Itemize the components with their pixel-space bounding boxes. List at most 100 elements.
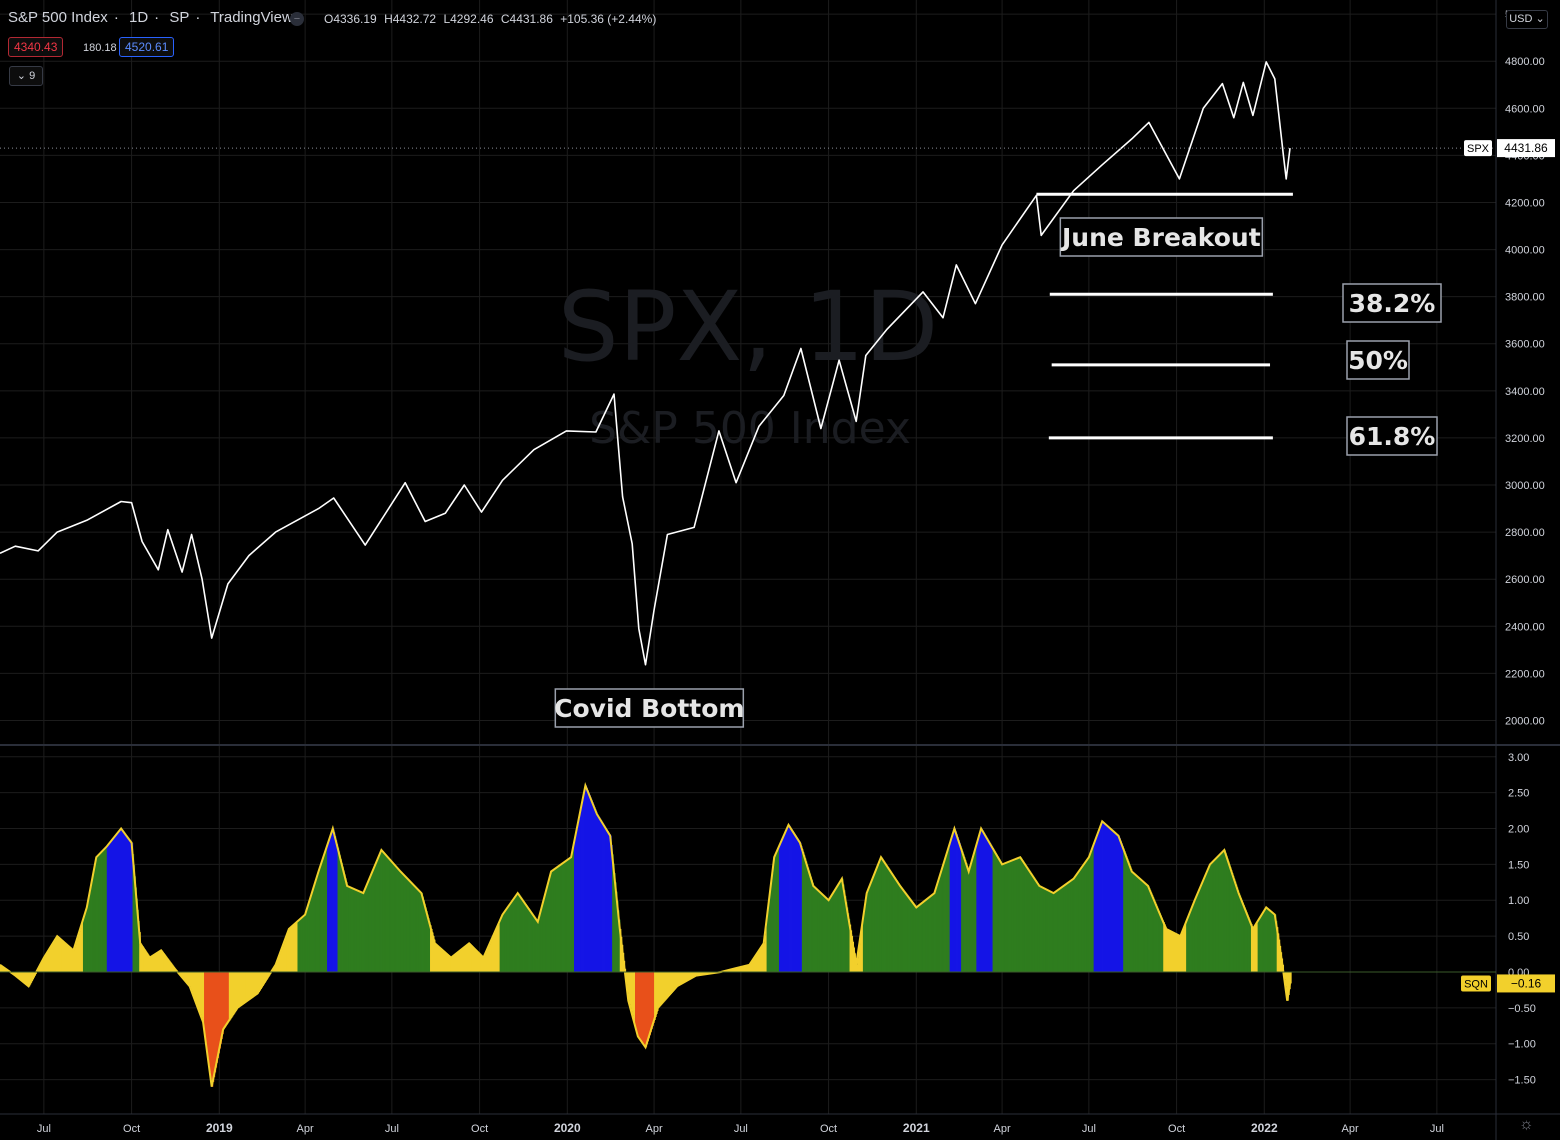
sqn-bar — [966, 865, 969, 972]
sqn-bar — [349, 887, 352, 972]
currency-selector[interactable]: USD ⌄ — [1506, 10, 1548, 29]
sqn-bar — [806, 864, 809, 972]
sqn-bar — [749, 964, 752, 972]
sqn-bar — [493, 933, 496, 972]
sqn-bar — [1137, 876, 1140, 972]
sqn-bar — [682, 971, 685, 984]
sqn-bar — [608, 832, 610, 972]
sqn-bar — [1169, 930, 1172, 972]
sqn-bar — [163, 954, 166, 972]
sqn-bar — [731, 969, 733, 972]
annotations[interactable]: Covid Bottom June Breakout 38.2% 50% 61.8% — [554, 217, 1442, 728]
sqn-bar — [697, 971, 700, 976]
sqn-tick-label: −1.50 — [1508, 1075, 1536, 1087]
sqn-bar — [939, 877, 941, 972]
sqn-bar — [1243, 905, 1245, 972]
sqn-bar — [1159, 913, 1162, 972]
sqn-bar — [1182, 931, 1184, 972]
sqn-bar — [635, 971, 638, 1030]
sqn-bar — [606, 829, 609, 972]
sqn-bar — [659, 971, 662, 1006]
minus-icon[interactable]: − — [290, 12, 304, 26]
sqn-bar — [1115, 833, 1118, 972]
sqn-bar — [104, 848, 107, 972]
sqn-bar — [771, 880, 773, 972]
sqn-bar — [221, 971, 223, 1039]
sqn-bar — [1195, 897, 1198, 972]
low-value: L4292.46 — [443, 12, 494, 26]
sqn-bar — [698, 971, 701, 976]
sqn-bar — [1105, 823, 1107, 972]
sqn-bar — [476, 950, 479, 972]
sqn-bar — [942, 868, 944, 972]
annotation-label: 50% — [1348, 346, 1408, 375]
sqn-bar — [69, 947, 72, 972]
sqn-bar — [851, 936, 854, 972]
sqn-bar — [1209, 866, 1211, 972]
sqn-bar — [399, 870, 402, 972]
time-tick-label: Jul — [734, 1123, 748, 1135]
sqn-bar — [1196, 895, 1199, 972]
sqn-bar — [591, 799, 593, 972]
gear-icon[interactable]: ☼ — [1519, 1116, 1534, 1133]
sqn-bar — [647, 971, 650, 1042]
sqn-bar — [382, 851, 384, 972]
sqn-bar — [690, 971, 692, 979]
sqn-bar — [298, 920, 301, 972]
sqn-bar — [388, 857, 390, 972]
sqn-bar — [1123, 848, 1125, 972]
interval[interactable]: 1D — [128, 9, 149, 26]
sqn-bar — [560, 864, 563, 972]
sell-button[interactable]: 4340.43 — [8, 37, 64, 57]
sqn-bar — [1150, 892, 1153, 972]
symbol-header[interactable]: S&P 500 Index · 1D · SP · TradingView — [8, 9, 293, 26]
sqn-bar — [1121, 843, 1123, 972]
symbol-name[interactable]: S&P 500 Index — [8, 9, 108, 26]
sqn-bar — [1216, 857, 1219, 972]
sqn-bar — [4, 968, 7, 972]
time-tick-label: Oct — [820, 1123, 837, 1135]
indicators-count: 9 — [29, 70, 36, 82]
spread-value: 180.18 — [83, 42, 117, 54]
sqn-bar — [786, 829, 789, 972]
sqn-bar — [336, 843, 339, 972]
sqn-bar — [774, 857, 776, 972]
sqn-bar — [556, 867, 559, 972]
sqn-bar — [656, 971, 659, 1011]
sqn-bar — [1074, 877, 1077, 972]
sqn-bar — [380, 852, 383, 972]
sqn-bar — [669, 971, 671, 995]
sqn-bar — [615, 891, 618, 972]
sqn-bar — [1064, 885, 1066, 972]
sqn-bar — [51, 945, 54, 972]
sqn-bar — [814, 886, 816, 972]
sqn-bar — [78, 935, 80, 972]
sqn-bar — [103, 849, 106, 972]
sqn-bar — [783, 835, 786, 972]
sqn-bar — [1016, 858, 1019, 972]
sqn-bar — [179, 971, 181, 974]
sqn-bar — [1148, 888, 1151, 972]
sqn-bar — [860, 932, 863, 972]
sqn-bar — [170, 963, 173, 972]
sqn-bar — [662, 971, 665, 1003]
sqn-bar — [587, 790, 589, 972]
sqn-bar — [573, 847, 575, 972]
sqn-bar — [799, 841, 801, 972]
annotation-label: 61.8% — [1349, 422, 1436, 451]
sqn-bar — [612, 854, 614, 972]
sqn-bar — [983, 833, 986, 972]
sqn-bar — [1138, 877, 1141, 972]
sqn-bar — [17, 971, 19, 978]
sqn-bar — [473, 948, 476, 972]
sqn-bar — [1070, 880, 1073, 972]
sqn-bar — [592, 802, 594, 972]
indicators-collapse-button[interactable]: ⌄ 9 — [9, 66, 43, 86]
buy-button[interactable]: 4520.61 — [119, 37, 175, 57]
sqn-bar — [641, 971, 644, 1042]
source: TradingView — [210, 9, 293, 26]
sqn-bar — [967, 868, 970, 972]
sqn-bar — [37, 970, 39, 972]
sqn-bar — [504, 911, 506, 972]
